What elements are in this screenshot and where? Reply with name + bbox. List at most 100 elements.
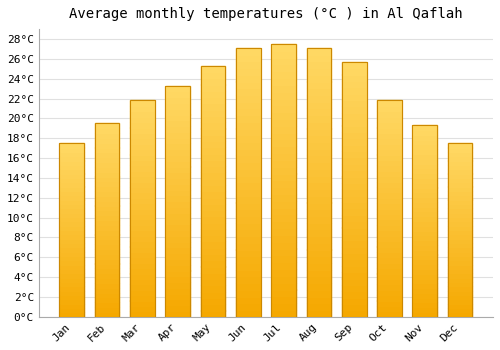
Bar [413,173,437,178]
Bar [236,263,260,270]
Bar [307,55,331,61]
Bar [95,264,119,268]
Bar [60,165,84,169]
Bar [60,230,84,234]
Bar [272,303,295,310]
Bar [378,301,402,306]
Bar [60,239,84,243]
Bar [378,268,402,274]
Bar [201,103,225,110]
Bar [95,234,119,239]
Bar [95,157,119,162]
Bar [60,187,84,191]
Bar [272,235,295,242]
Bar [272,187,295,194]
Bar [236,243,260,250]
Bar [272,167,295,174]
Bar [448,152,472,156]
Bar [236,88,260,95]
Bar [166,114,190,120]
Bar [166,132,190,138]
Bar [201,266,225,273]
Bar [342,279,366,285]
Bar [201,260,225,267]
Bar [201,279,225,285]
Bar [448,290,472,295]
Bar [60,160,84,165]
Bar [166,207,190,213]
Bar [130,241,154,246]
Bar [378,257,402,263]
Bar [272,133,295,139]
Bar [342,240,366,247]
Bar [95,176,119,181]
Bar [130,230,154,236]
Bar [342,266,366,272]
Bar [60,247,84,252]
Bar [448,260,472,265]
Bar [413,154,437,159]
Bar [272,51,295,58]
Bar [413,298,437,302]
Bar [342,119,366,126]
Bar [130,176,154,182]
Bar [272,92,295,98]
Bar [166,86,190,317]
Bar [130,133,154,138]
Bar [130,225,154,230]
Bar [378,165,402,171]
Bar [307,75,331,82]
Bar [272,153,295,160]
Bar [201,191,225,197]
Bar [236,162,260,169]
Bar [448,304,472,308]
Bar [342,125,366,132]
Bar [378,117,402,122]
Bar [166,241,190,247]
Bar [342,272,366,279]
Bar [413,125,437,130]
Bar [413,307,437,312]
Bar [272,119,295,126]
Bar [307,209,331,216]
Bar [413,254,437,259]
Bar [236,82,260,88]
Bar [201,223,225,229]
Bar [448,143,472,147]
Bar [130,117,154,122]
Bar [272,289,295,296]
Bar [413,202,437,207]
Bar [448,147,472,152]
Bar [200,66,226,317]
Bar [342,132,366,138]
Bar [236,229,260,236]
Bar [201,147,225,154]
Bar [236,48,260,55]
Bar [130,236,154,241]
Bar [95,225,119,230]
Bar [130,252,154,257]
Bar [236,135,260,142]
Bar [413,206,437,211]
Bar [413,159,437,163]
Bar [448,178,472,182]
Bar [342,247,366,253]
Bar [236,202,260,209]
Bar [342,215,366,221]
Bar [95,298,119,302]
Bar [342,87,366,94]
Bar [342,234,366,240]
Bar [378,154,402,160]
Bar [413,235,437,240]
Bar [307,162,331,169]
Bar [378,214,402,219]
Bar [236,182,260,189]
Bar [236,169,260,176]
Bar [378,209,402,214]
Bar [272,57,295,64]
Bar [95,254,119,259]
Bar [342,253,366,259]
Bar [342,158,366,164]
Bar [95,172,119,176]
Bar [342,170,366,176]
